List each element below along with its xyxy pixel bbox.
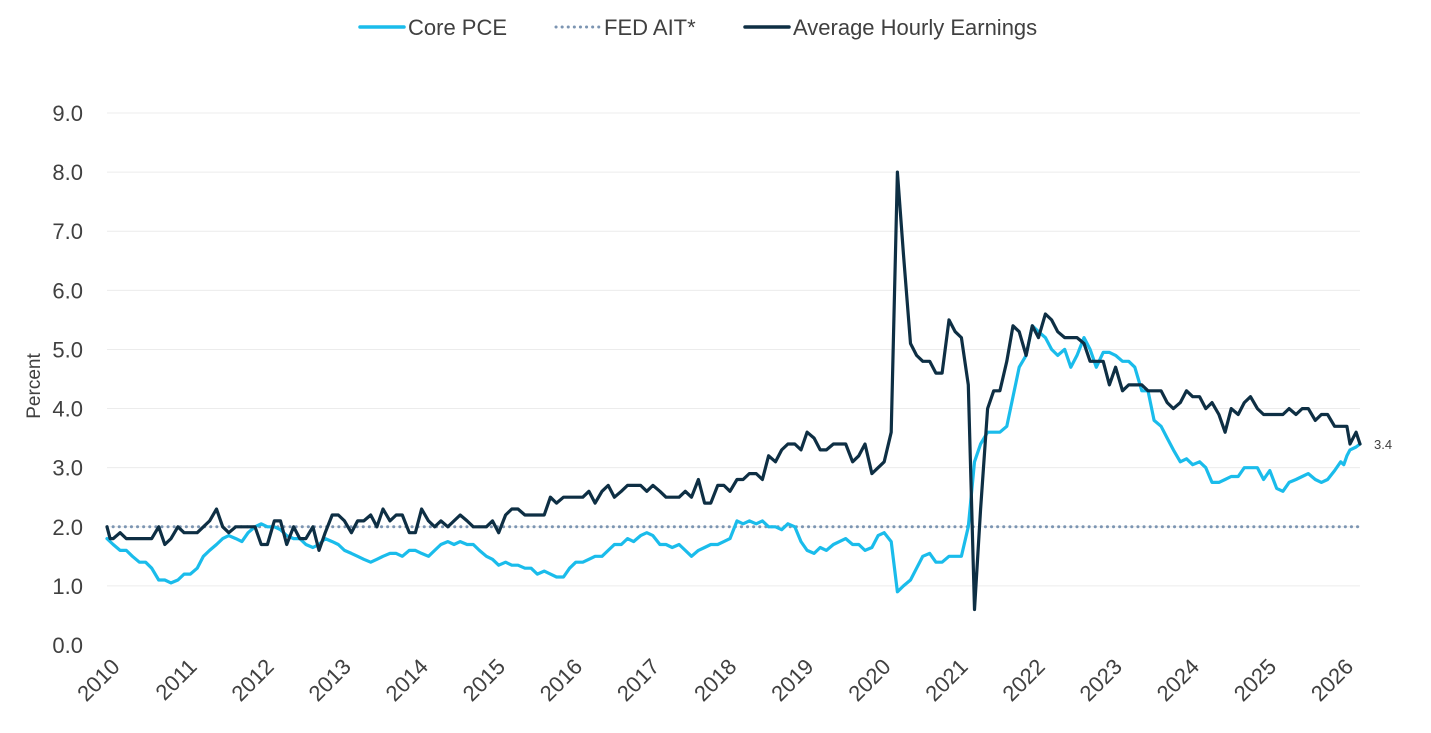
y-tick-label: 7.0 [52,219,83,244]
y-axis-ticks: 0.0 1.0 2.0 3.0 4.0 5.0 6.0 7.0 8.0 9.0 [52,101,83,658]
x-tick-label: 2024 [1152,654,1204,706]
series-line-2 [105,170,1362,612]
end-value-label: 3.4 [1374,437,1392,452]
x-tick-label: 2026 [1306,654,1358,706]
x-tick-label: 2019 [766,654,818,706]
x-tick-label: 2014 [381,654,433,706]
x-tick-label: 2018 [689,654,741,706]
y-tick-label: 2.0 [52,515,83,540]
x-tick-label: 2021 [920,654,972,706]
y-tick-label: 6.0 [52,278,83,303]
x-tick-label: 2011 [151,654,202,705]
series-group [105,170,1362,612]
x-tick-label: 2017 [612,654,664,706]
x-axis-ticks: 2010 2011 2012 2013 2014 2015 2016 2017 2018 2019… [72,654,1358,706]
x-tick-label: 2025 [1229,654,1281,706]
series-line-0 [105,324,1362,594]
legend: Core PCE FED AIT* Average Hourly Earnings [358,15,1037,40]
x-tick-label: 2010 [72,654,124,706]
legend-label-0: Core PCE [408,15,507,40]
y-tick-label: 4.0 [52,397,83,422]
y-tick-label: 0.0 [52,633,83,658]
gridlines [107,112,1360,587]
x-tick-label: 2012 [226,654,278,706]
x-tick-label: 2020 [843,654,895,706]
y-tick-label: 1.0 [52,574,83,599]
y-tick-label: 8.0 [52,160,83,185]
y-axis-label: Percent [24,353,45,419]
legend-label-1: FED AIT* [604,15,696,40]
x-tick-label: 2013 [304,654,356,706]
y-tick-label: 3.0 [52,456,83,481]
x-tick-label: 2016 [535,654,587,706]
y-tick-label: 9.0 [52,101,83,126]
x-tick-label: 2023 [1075,654,1127,706]
x-tick-label: 2022 [998,654,1050,706]
legend-label-2: Average Hourly Earnings [793,15,1037,40]
y-tick-label: 5.0 [52,337,83,362]
x-tick-label: 2015 [458,654,510,706]
